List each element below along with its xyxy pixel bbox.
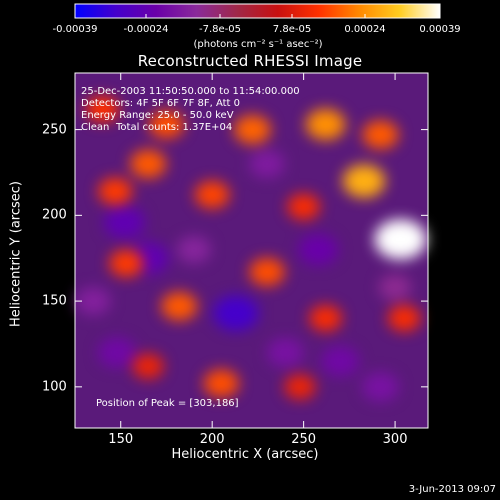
- negative-lobe: [321, 345, 360, 377]
- negative-lobe: [97, 337, 137, 368]
- y-axis-label: Heliocentric Y (arcsec): [8, 181, 24, 327]
- emission-source: [387, 305, 421, 332]
- emission-source: [284, 374, 316, 400]
- emission-source: [109, 249, 144, 277]
- negative-lobe: [103, 206, 145, 239]
- emission-source: [203, 369, 240, 398]
- chart-title: Reconstructed RHESSI Image: [137, 52, 363, 70]
- negative-lobe: [249, 149, 285, 178]
- annotation-peak-position: Position of Peak = [303,186]: [96, 398, 239, 409]
- colorbar-tick-label: 0.00024: [344, 24, 386, 35]
- emission-core: [391, 231, 410, 248]
- negative-lobe: [176, 236, 211, 264]
- y-tick-label: 100: [42, 379, 67, 395]
- negative-lobe: [213, 295, 259, 331]
- y-tick-label: 200: [42, 207, 67, 223]
- y-tick-label: 250: [42, 122, 67, 138]
- negative-lobe: [298, 234, 339, 266]
- colorbar-tick-label: -0.00039: [52, 24, 98, 35]
- annotation-algorithm: Clean: [81, 122, 110, 133]
- x-tick-label: 250: [291, 432, 317, 447]
- axis-ticks: [75, 73, 428, 428]
- emission-source: [233, 114, 271, 145]
- negative-lobe: [75, 287, 111, 315]
- emission-source: [287, 193, 320, 220]
- emission-source: [130, 149, 167, 179]
- emission-source: [98, 177, 133, 205]
- x-tick-label: 150: [108, 432, 134, 447]
- emission-source: [148, 110, 185, 139]
- emission-source: [249, 257, 285, 287]
- emission-source: [362, 120, 399, 150]
- emission-core: [316, 116, 335, 133]
- colorbar-tick-label: 0.00039: [419, 24, 461, 35]
- negative-lobe: [361, 372, 399, 402]
- x-axis-label: Heliocentric X (arcsec): [171, 447, 319, 462]
- y-tick-label: 150: [42, 293, 67, 309]
- colorbar-ticks: [74, 14, 441, 18]
- x-tick-label: 300: [382, 432, 408, 447]
- negative-lobe: [266, 337, 304, 368]
- colorbar-tick-label: 7.8e-05: [272, 24, 312, 35]
- emission-source: [161, 291, 198, 321]
- annotation-time-range: 25-Dec-2003 11:50:50.000 to 11:54:00.000: [81, 86, 300, 97]
- x-tick-label: 200: [199, 432, 225, 447]
- colorbar-tick-label: -0.00024: [123, 24, 169, 35]
- emission-source: [85, 95, 120, 123]
- annotation-total-counts: Total counts: 1.37E+04: [116, 122, 233, 133]
- annotation-detectors: Detectors: 4F 5F 6F 7F 8F, Att 0: [81, 98, 241, 109]
- colorbar-tick-label: -7.8e-05: [199, 24, 241, 35]
- colorbar: [74, 3, 441, 19]
- emission-core: [354, 173, 373, 190]
- negative-lobe: [378, 274, 412, 301]
- emission-source: [194, 180, 230, 209]
- annotation-energy-range: Energy Range: 25.0 - 50.0 keV: [81, 110, 234, 121]
- timestamp: 3-Jun-2013 09:07: [408, 484, 496, 495]
- emission-source: [132, 353, 164, 379]
- plot-frame: [74, 72, 429, 429]
- emission-source: [309, 305, 342, 332]
- colorbar-units: (photons cm⁻² s⁻¹ asec⁻²): [193, 39, 323, 50]
- image-sources: [75, 95, 427, 402]
